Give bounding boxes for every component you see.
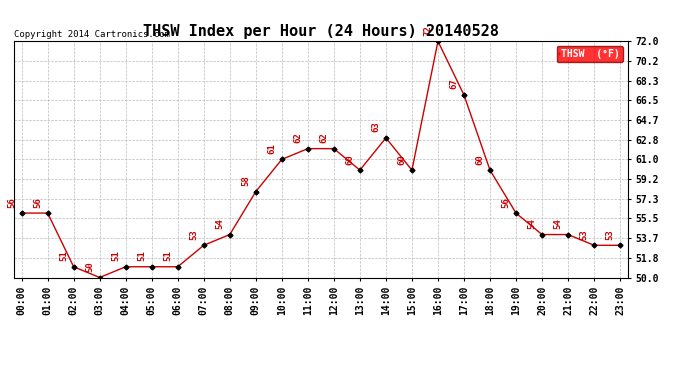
Text: 60: 60 bbox=[345, 154, 355, 165]
Text: 51: 51 bbox=[59, 251, 68, 261]
Text: 56: 56 bbox=[7, 197, 16, 207]
Text: 51: 51 bbox=[163, 251, 172, 261]
Text: 53: 53 bbox=[606, 229, 615, 240]
Text: 50: 50 bbox=[85, 261, 94, 272]
Text: 53: 53 bbox=[580, 229, 589, 240]
Text: 54: 54 bbox=[553, 218, 562, 229]
Text: 62: 62 bbox=[293, 132, 302, 143]
Text: 56: 56 bbox=[33, 197, 42, 207]
Legend: THSW  (°F): THSW (°F) bbox=[557, 46, 623, 62]
Text: 60: 60 bbox=[397, 154, 406, 165]
Text: 54: 54 bbox=[215, 218, 224, 229]
Text: 53: 53 bbox=[189, 229, 198, 240]
Text: 54: 54 bbox=[527, 218, 536, 229]
Text: 56: 56 bbox=[502, 197, 511, 207]
Text: 62: 62 bbox=[319, 132, 328, 143]
Text: Copyright 2014 Cartronics.com: Copyright 2014 Cartronics.com bbox=[14, 30, 170, 39]
Text: 61: 61 bbox=[267, 143, 276, 154]
Text: 72: 72 bbox=[424, 25, 433, 36]
Text: 51: 51 bbox=[111, 251, 120, 261]
Text: 58: 58 bbox=[241, 175, 250, 186]
Text: 63: 63 bbox=[371, 122, 380, 132]
Title: THSW Index per Hour (24 Hours) 20140528: THSW Index per Hour (24 Hours) 20140528 bbox=[143, 24, 499, 39]
Text: 67: 67 bbox=[449, 79, 458, 89]
Text: 60: 60 bbox=[475, 154, 484, 165]
Text: 51: 51 bbox=[137, 251, 146, 261]
